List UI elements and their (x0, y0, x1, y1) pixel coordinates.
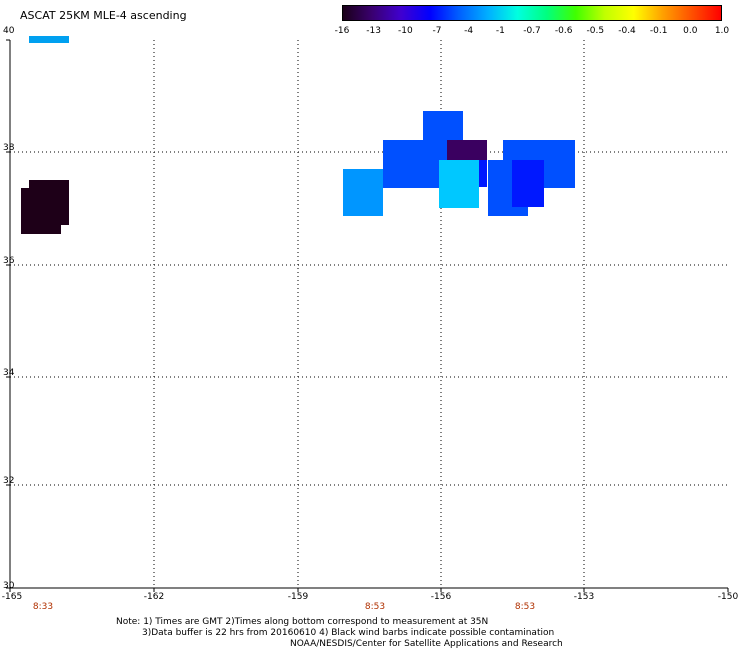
lon-label-159: -159 (287, 592, 309, 602)
lon-label-156: -156 (430, 592, 452, 602)
color-scale-label: -0.4 (618, 26, 636, 36)
note-line-3: NOAA/NESDIS/Center for Satellite Applica… (290, 639, 563, 649)
wind-cell (512, 160, 544, 207)
color-scale-label: -1 (495, 26, 505, 36)
lon-label-165: -165 (1, 592, 23, 602)
map-title: ASCAT 25KM MLE-4 ascending (20, 9, 187, 22)
wind-data-cells (21, 36, 575, 234)
color-scale-label: -0.7 (523, 26, 541, 36)
color-scale-label: -10 (397, 26, 413, 36)
note-line-1: Note: 1) Times are GMT 2)Times along bot… (116, 617, 489, 627)
color-scale-label: -0.5 (586, 26, 605, 36)
legend-swatch (29, 36, 69, 43)
lat-label-32: 32 (3, 476, 15, 486)
lat-lon-grid (6, 39, 729, 592)
color-scale-label: 0.0 (683, 26, 698, 36)
color-scale-label: -7 (432, 26, 442, 36)
lat-label-40: 40 (3, 26, 15, 36)
note-line-2: 3)Data buffer is 22 hrs from 20160610 4)… (142, 628, 555, 638)
color-scale-label: 1.0 (714, 26, 730, 36)
lon-label-162: -162 (143, 592, 165, 602)
color-scale-label: -0.6 (554, 26, 573, 36)
lat-label-34: 34 (3, 368, 15, 378)
wind-cell (439, 160, 479, 208)
time-label-3: 8:53 (514, 602, 536, 612)
color-scale-label: -13 (366, 26, 382, 36)
lat-label-36: 36 (3, 256, 15, 266)
wind-cell (21, 188, 61, 234)
color-scale-bar (342, 5, 722, 21)
lat-label-38: 38 (3, 143, 15, 153)
lat-label-30: 30 (3, 581, 15, 591)
lon-label-150: -150 (717, 592, 739, 602)
color-scale-label: -0.1 (649, 26, 668, 36)
time-label-1: 8:33 (32, 602, 54, 612)
color-scale-label: -16 (334, 26, 350, 36)
wind-cell (343, 169, 383, 216)
color-scale-label: -4 (464, 26, 474, 36)
time-label-2: 8:53 (364, 602, 386, 612)
lon-label-153: -153 (573, 592, 595, 602)
